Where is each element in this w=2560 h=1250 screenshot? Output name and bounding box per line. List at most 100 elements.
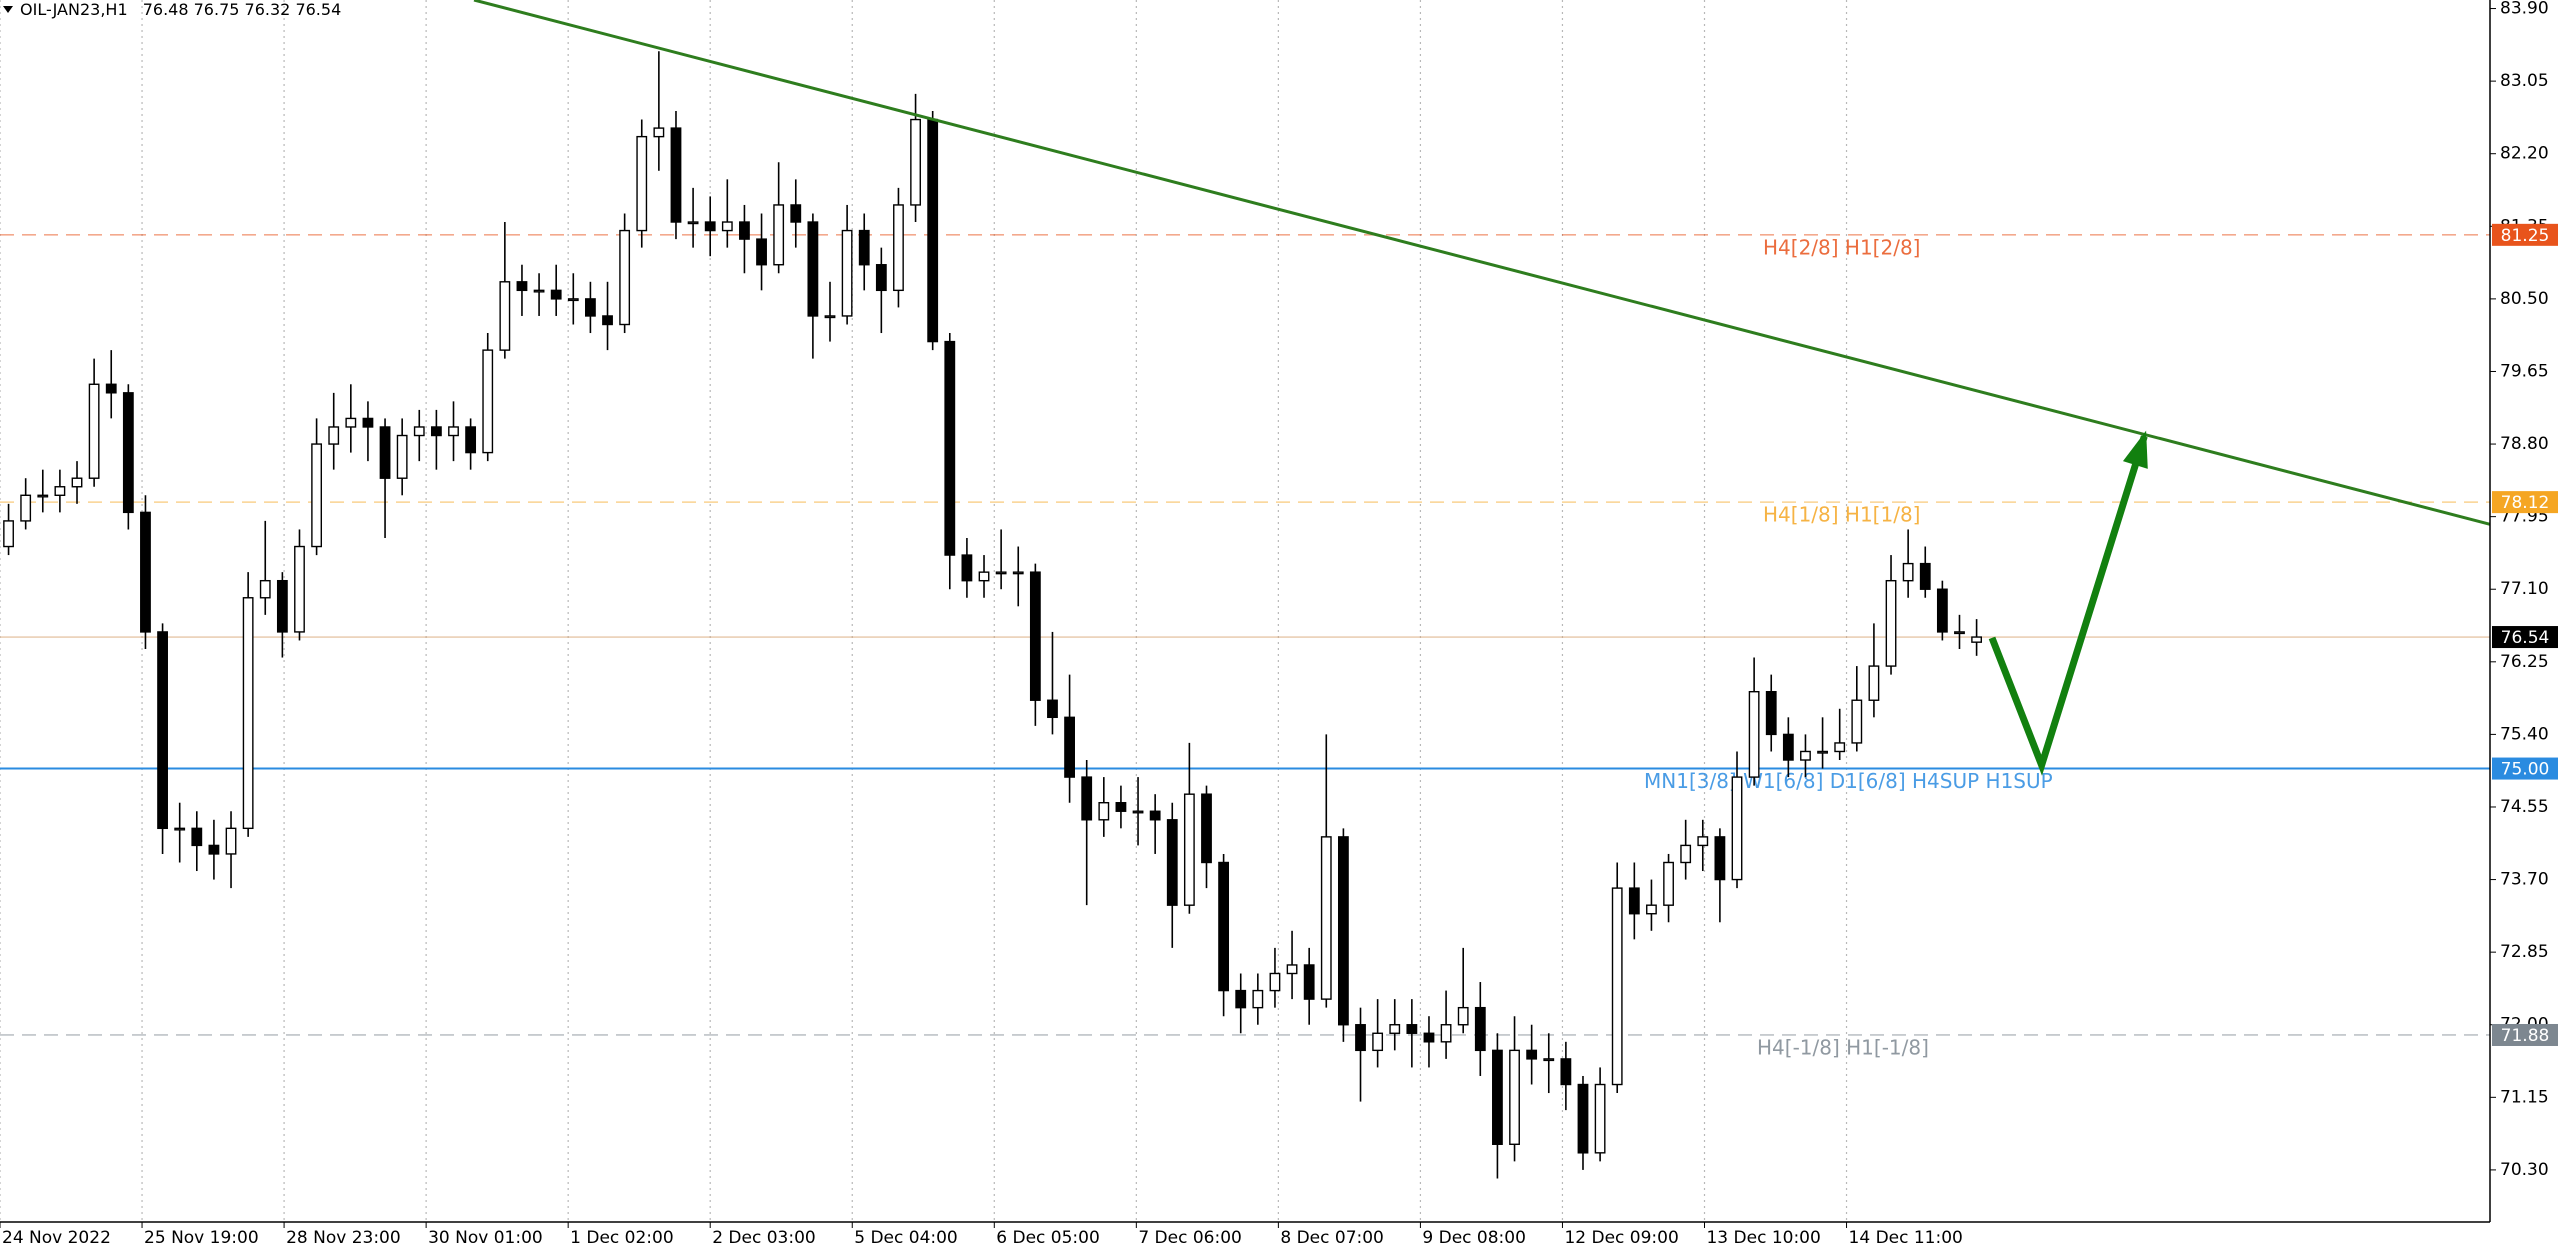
trendline <box>473 0 2491 526</box>
candle-body <box>1166 819 1178 906</box>
drawings-layer <box>473 0 2491 776</box>
candle-body <box>978 571 990 582</box>
candle-body <box>995 571 1007 575</box>
candle-body <box>756 238 767 266</box>
candle-body <box>1782 733 1794 761</box>
candle-body <box>944 340 956 556</box>
candle-body <box>773 204 785 266</box>
level-tag <box>2492 223 2558 246</box>
x-tick-label: 14 Dec 11:00 <box>1849 1228 1963 1248</box>
y-tick-label: 83.90 <box>2500 0 2549 19</box>
x-tick-label: 2 Dec 03:00 <box>712 1228 816 1248</box>
current-price-tag <box>2492 626 2558 649</box>
candle-body <box>841 229 853 317</box>
candle-body <box>961 554 973 582</box>
candle-body <box>585 298 596 317</box>
level-tag-label: 75.00 <box>2501 760 2550 780</box>
candle-body <box>550 289 562 300</box>
candle-body <box>3 520 14 548</box>
candle-body <box>1971 636 1983 643</box>
candle-body <box>824 315 836 319</box>
candle-body <box>1885 579 1897 667</box>
candle-body <box>1064 716 1075 778</box>
candle-body <box>20 494 32 522</box>
y-tick-label: 73.70 <box>2500 870 2549 890</box>
candle-body <box>379 426 391 479</box>
candle-body <box>1115 802 1127 812</box>
candle-body <box>1457 1006 1469 1026</box>
candle-body <box>448 426 459 437</box>
y-tick-label: 70.30 <box>2500 1160 2549 1180</box>
candle-body <box>1047 699 1058 719</box>
candle-body <box>208 844 220 855</box>
x-tick-label: 24 Nov 2022 <box>2 1228 111 1248</box>
candle-body <box>1765 690 1777 736</box>
candle-body <box>1372 1032 1384 1052</box>
x-tick-label: 9 Dec 08:00 <box>1422 1228 1526 1248</box>
candle-body <box>225 827 237 855</box>
candle-body <box>1286 964 1298 975</box>
y-tick-label: 82.20 <box>2500 144 2549 164</box>
candle-body <box>1218 861 1230 992</box>
candle-body <box>1201 793 1212 864</box>
candle-body <box>1098 802 1110 821</box>
candle-body <box>259 579 271 599</box>
level-tag <box>2492 757 2558 780</box>
candle-body <box>71 477 83 488</box>
candle-body <box>1611 887 1623 1086</box>
candle-body <box>1029 571 1041 701</box>
y-tick-label: 72.85 <box>2500 942 2549 962</box>
candle-body <box>1800 750 1811 761</box>
y-tick-label: 71.15 <box>2500 1087 2549 1107</box>
candle-body <box>362 417 374 428</box>
candle-body <box>1714 836 1726 881</box>
candle-body <box>1628 887 1640 915</box>
candle-body <box>1646 904 1657 915</box>
candle-body <box>1492 1049 1503 1145</box>
candle-body <box>1560 1058 1572 1086</box>
candle-body <box>807 221 819 317</box>
y-tick-label: 76.25 <box>2500 652 2549 672</box>
level-tag <box>2492 491 2558 514</box>
y-tick-label: 83.05 <box>2500 71 2549 91</box>
level-tag-label: 81.25 <box>2501 226 2550 246</box>
candle-body <box>311 443 323 548</box>
candle-body <box>105 383 117 394</box>
candle-body <box>1423 1032 1435 1043</box>
candle-body <box>1680 844 1692 864</box>
candle-body <box>1252 989 1264 1009</box>
tags-layer: 81.25 78.12 75.00 71.88 76.54 <box>2492 223 2558 1046</box>
candle-body <box>1355 1024 1366 1052</box>
open: 76.48 <box>143 0 189 19</box>
levels-layer: H4[2/8] H1[2/8] H4[1/8] H1[1/8] MN1[3/8] W… <box>0 234 2490 1059</box>
current-price-tag-label: 76.54 <box>2501 628 2550 648</box>
candle-body <box>191 827 203 847</box>
candle-body <box>328 426 340 445</box>
level-tag <box>2492 1023 2558 1046</box>
x-tick-label: 13 Dec 10:00 <box>1706 1228 1820 1248</box>
candle-body <box>704 221 716 232</box>
candle-body <box>1663 861 1674 906</box>
symbol: OIL-JAN23,H1 <box>20 0 128 19</box>
candles-layer <box>3 51 1983 1179</box>
candle-body <box>140 511 151 633</box>
candle-body <box>276 579 288 633</box>
candle-body <box>670 127 682 223</box>
candle-body <box>1320 836 1332 1000</box>
menu-triangle[interactable] <box>3 6 13 13</box>
candle-body <box>1012 571 1024 575</box>
candle-body <box>721 221 733 232</box>
low: 76.32 <box>245 0 291 19</box>
level-label: H4[1/8] H1[1/8] <box>1763 503 1920 527</box>
x-tick-label: 25 Nov 19:00 <box>144 1228 259 1248</box>
x-tick-label: 12 Dec 09:00 <box>1564 1228 1678 1248</box>
candle-body <box>174 827 186 831</box>
candle-body <box>619 229 631 326</box>
candle-body <box>1697 836 1709 847</box>
y-tick-label: 79.65 <box>2500 361 2549 381</box>
level-tag-label: 71.88 <box>2501 1026 2550 1046</box>
y-tick-label: 78.80 <box>2500 434 2549 454</box>
y-tick-label: 74.55 <box>2500 797 2549 817</box>
x-tick-label: 5 Dec 04:00 <box>854 1228 958 1248</box>
